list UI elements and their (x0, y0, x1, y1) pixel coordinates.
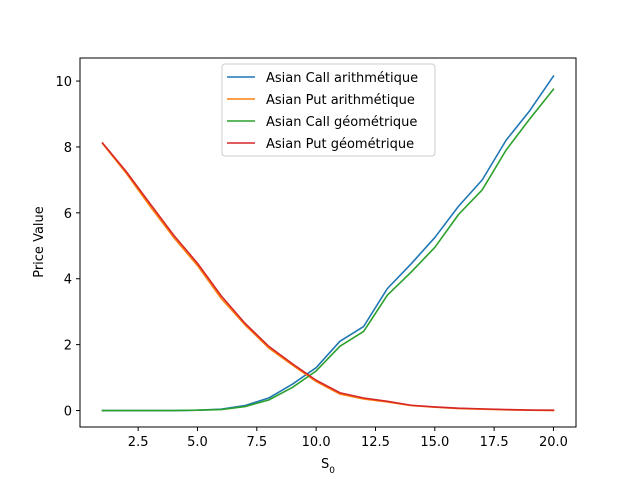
y-tick-label: 4 (64, 273, 72, 288)
legend-label-asian-put-geometrique: Asian Put géométrique (266, 137, 414, 152)
y-axis-label: Price Value (32, 206, 47, 278)
legend-box (221, 63, 436, 157)
x-tick-label: 20.0 (539, 435, 568, 450)
series-line-asian-put-geometrique (101, 141, 555, 412)
legend: Asian Call arithmétique Asian Put arithmé… (221, 63, 436, 157)
plot-area-frame (79, 57, 577, 428)
x-axis-ticks: 2.5 5.0 7.5 10.0 12.5 15.0 17.5 20.0 (128, 427, 568, 450)
x-tick-label: 17.5 (480, 435, 509, 450)
x-axis-label: S0 (321, 457, 335, 476)
legend-label-asian-call-arithmetique: Asian Call arithmétique (266, 71, 418, 86)
x-tick-label: 10.0 (302, 435, 331, 450)
y-tick-label: 10 (55, 75, 72, 90)
legend-label-asian-put-arithmetique: Asian Put arithmétique (266, 93, 415, 108)
y-tick-label: 0 (64, 405, 72, 420)
legend-label-asian-call-geometrique: Asian Call géométrique (266, 115, 417, 130)
x-tick-label: 12.5 (361, 435, 390, 450)
x-tick-label: 2.5 (128, 435, 149, 450)
y-tick-label: 8 (64, 141, 72, 156)
x-tick-label: 7.5 (246, 435, 267, 450)
y-tick-label: 2 (64, 339, 72, 354)
x-tick-label: 5.0 (187, 435, 208, 450)
series-line-asian-call-geometrique (101, 88, 555, 412)
series-lines (101, 75, 555, 412)
x-axis-label-subscript: 0 (329, 466, 335, 476)
y-tick-label: 6 (64, 207, 72, 222)
y-axis-ticks: 0 2 4 6 8 10 (55, 75, 80, 420)
x-tick-label: 15.0 (420, 435, 449, 450)
